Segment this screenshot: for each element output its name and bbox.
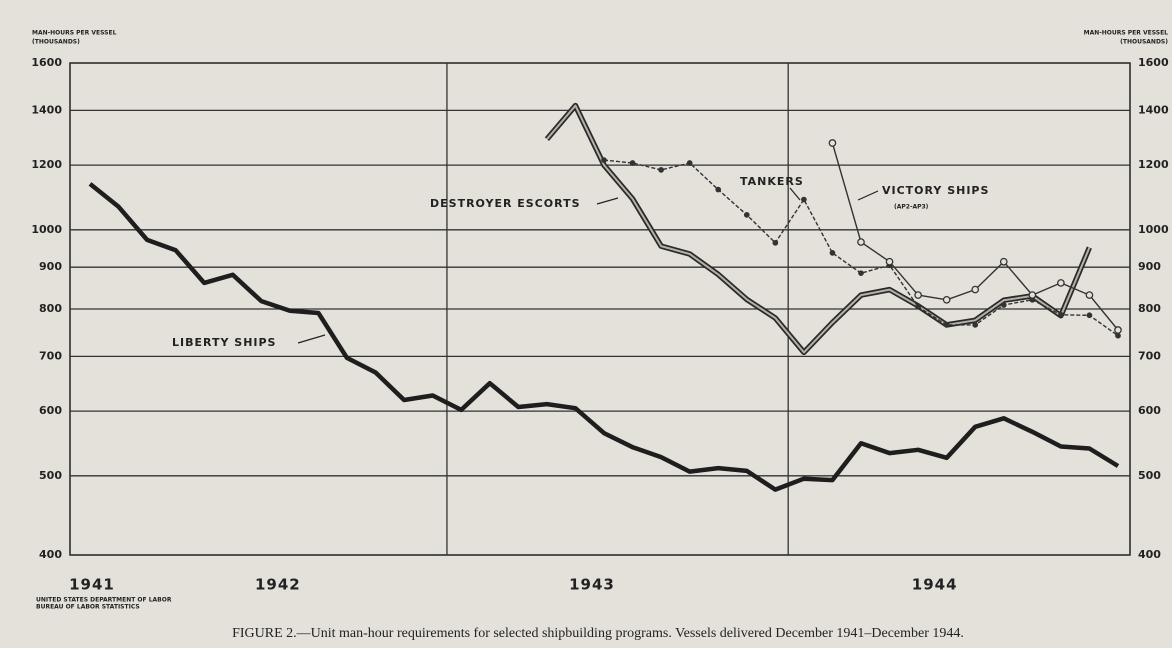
series-marker	[828, 139, 837, 147]
y-tick-label: 1600	[31, 56, 62, 69]
series-note: (AP2-AP3)	[894, 204, 929, 211]
label-pointer	[857, 190, 879, 201]
y-tick-label: 400	[1138, 548, 1161, 561]
source-line: BUREAU OF LABOR STATISTICS	[36, 604, 140, 611]
series-marker	[1115, 332, 1121, 339]
series-marker	[858, 270, 864, 277]
y-tick-label: 1400	[1138, 103, 1169, 116]
x-tick-label: 1942	[255, 576, 301, 594]
series-marker	[715, 186, 722, 193]
y-tick-label: 800	[1138, 302, 1161, 315]
y-tick-label: 1000	[1138, 223, 1169, 236]
series-marker	[801, 196, 807, 203]
series-marker	[829, 250, 836, 256]
y-tick-label: 1200	[1138, 158, 1169, 171]
series-label: TANKERS	[740, 175, 804, 188]
x-tick-label: 1943	[569, 576, 615, 594]
series-label: DESTROYER ESCORTS	[430, 197, 581, 210]
x-tick-label: 1941	[69, 576, 115, 594]
series-label: LIBERTY SHIPS	[172, 336, 276, 349]
y-tick-label: 600	[39, 404, 62, 417]
series-marker	[743, 212, 750, 218]
y-tick-label: 500	[39, 469, 62, 482]
y-unit-left: (THOUSANDS)	[32, 39, 80, 46]
series-marker	[915, 303, 921, 310]
label-pointer	[789, 187, 801, 201]
series-marker	[1028, 291, 1037, 299]
series-marker	[999, 257, 1008, 266]
y-label-left: MAN-HOURS PER VESSEL	[32, 30, 117, 37]
y-tick-label: 1400	[31, 103, 62, 116]
y-tick-label: 700	[1138, 349, 1161, 362]
series-marker	[914, 291, 922, 299]
y-tick-label: 800	[39, 302, 62, 315]
caption: FIGURE 2.—Unit man-hour requirements for…	[232, 626, 964, 641]
y-tick-label: 900	[39, 260, 62, 273]
y-tick-label: 1200	[31, 158, 62, 171]
y-tick-label: 500	[1138, 469, 1161, 482]
series-marker	[943, 322, 950, 328]
y-label-right: MAN-HOURS PER VESSEL	[1084, 30, 1169, 37]
series-marker	[1086, 312, 1093, 319]
y-tick-label: 1000	[31, 223, 62, 236]
y-tick-label: 600	[1138, 404, 1161, 417]
series-marker	[857, 238, 865, 246]
y-tick-label: 700	[39, 349, 62, 362]
series-marker	[972, 322, 979, 328]
series-marker	[1000, 302, 1007, 308]
series-marker	[629, 160, 636, 166]
series-line	[546, 104, 1091, 354]
series-marker	[1085, 291, 1094, 299]
y-tick-label: 900	[1138, 260, 1161, 273]
series-line	[88, 182, 1120, 492]
label-pointer	[596, 197, 619, 205]
x-tick-label: 1944	[912, 576, 958, 594]
series-marker	[971, 285, 980, 294]
series-marker	[1058, 311, 1064, 318]
label-pointer	[297, 334, 326, 344]
y-tick-label: 1600	[1138, 56, 1169, 69]
series-marker	[1057, 279, 1065, 287]
series-marker	[1114, 326, 1122, 334]
series-marker	[658, 167, 664, 173]
series-marker	[772, 239, 779, 246]
series-marker	[942, 295, 951, 304]
source-line: UNITED STATES DEPARTMENT OF LABOR	[36, 597, 172, 604]
series-marker	[686, 160, 693, 166]
series-marker	[885, 257, 894, 266]
y-unit-right: (THOUSANDS)	[1120, 39, 1168, 46]
y-tick-label: 400	[39, 548, 62, 561]
series-label: VICTORY SHIPS	[882, 184, 989, 197]
series-marker	[601, 157, 607, 163]
